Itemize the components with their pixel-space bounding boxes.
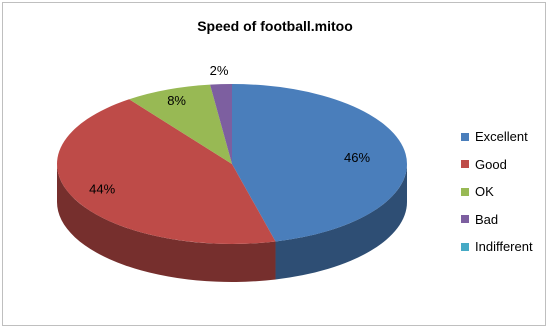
data-label-bad: 2% — [210, 63, 229, 78]
pie-slice-bad — [210, 84, 232, 164]
legend-swatch-excellent — [461, 132, 469, 141]
legend-item-excellent: Excellent — [461, 123, 546, 151]
legend-item-good: Good — [461, 151, 546, 179]
legend-label: Bad — [475, 211, 499, 227]
legend-swatch-ok — [461, 187, 469, 196]
pie-side-excellent — [275, 164, 407, 280]
pie-side-good — [57, 164, 276, 282]
legend-item-indifferent: Indifferent — [461, 233, 546, 261]
legend-swatch-indifferent — [461, 242, 469, 251]
legend-label: OK — [475, 184, 494, 200]
pie-slice-good — [57, 99, 276, 244]
legend-item-ok: OK — [461, 178, 546, 206]
data-label-excellent: 46% — [344, 150, 370, 165]
data-label-ok: 8% — [167, 93, 186, 108]
chart-title: Speed of football.mitoo — [197, 18, 353, 34]
legend: Excellent Good OK Bad Indifferent — [461, 123, 546, 261]
data-label-good: 44% — [89, 182, 115, 197]
pie-slice-ok — [129, 84, 232, 164]
legend-swatch-bad — [461, 215, 469, 224]
pie-slice-excellent — [232, 84, 407, 242]
legend-label: Indifferent — [475, 239, 533, 255]
legend-item-bad: Bad — [461, 206, 546, 234]
legend-label: Good — [475, 156, 507, 172]
legend-label: Excellent — [475, 129, 528, 145]
legend-swatch-good — [461, 160, 469, 169]
